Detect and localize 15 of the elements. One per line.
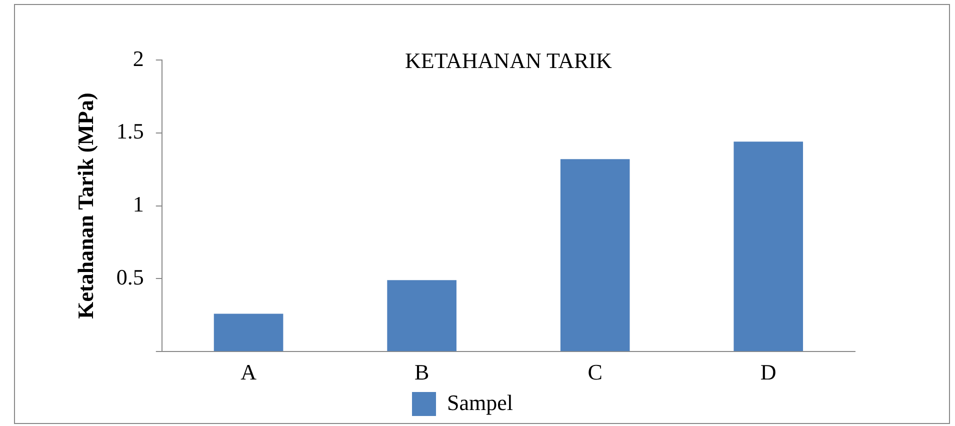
y-tick-label: 0.5 xyxy=(116,264,144,290)
y-axis-title: Ketahanan Tarik (MPa) xyxy=(72,92,98,319)
bar xyxy=(387,280,456,352)
bar xyxy=(734,142,804,352)
legend-label: Sampel xyxy=(447,390,514,415)
y-tick-label: 1.5 xyxy=(116,118,144,144)
y-tick-label: 1 xyxy=(132,192,144,217)
x-tick-label: B xyxy=(414,360,430,385)
bar xyxy=(560,159,630,352)
y-tick-label: 2 xyxy=(132,46,144,71)
bar xyxy=(214,314,284,352)
x-tick-label: C xyxy=(588,360,602,385)
chart-title: KETAHANAN TARIK xyxy=(405,48,612,73)
x-tick-label: A xyxy=(240,360,257,385)
x-tick-label: D xyxy=(760,360,776,385)
